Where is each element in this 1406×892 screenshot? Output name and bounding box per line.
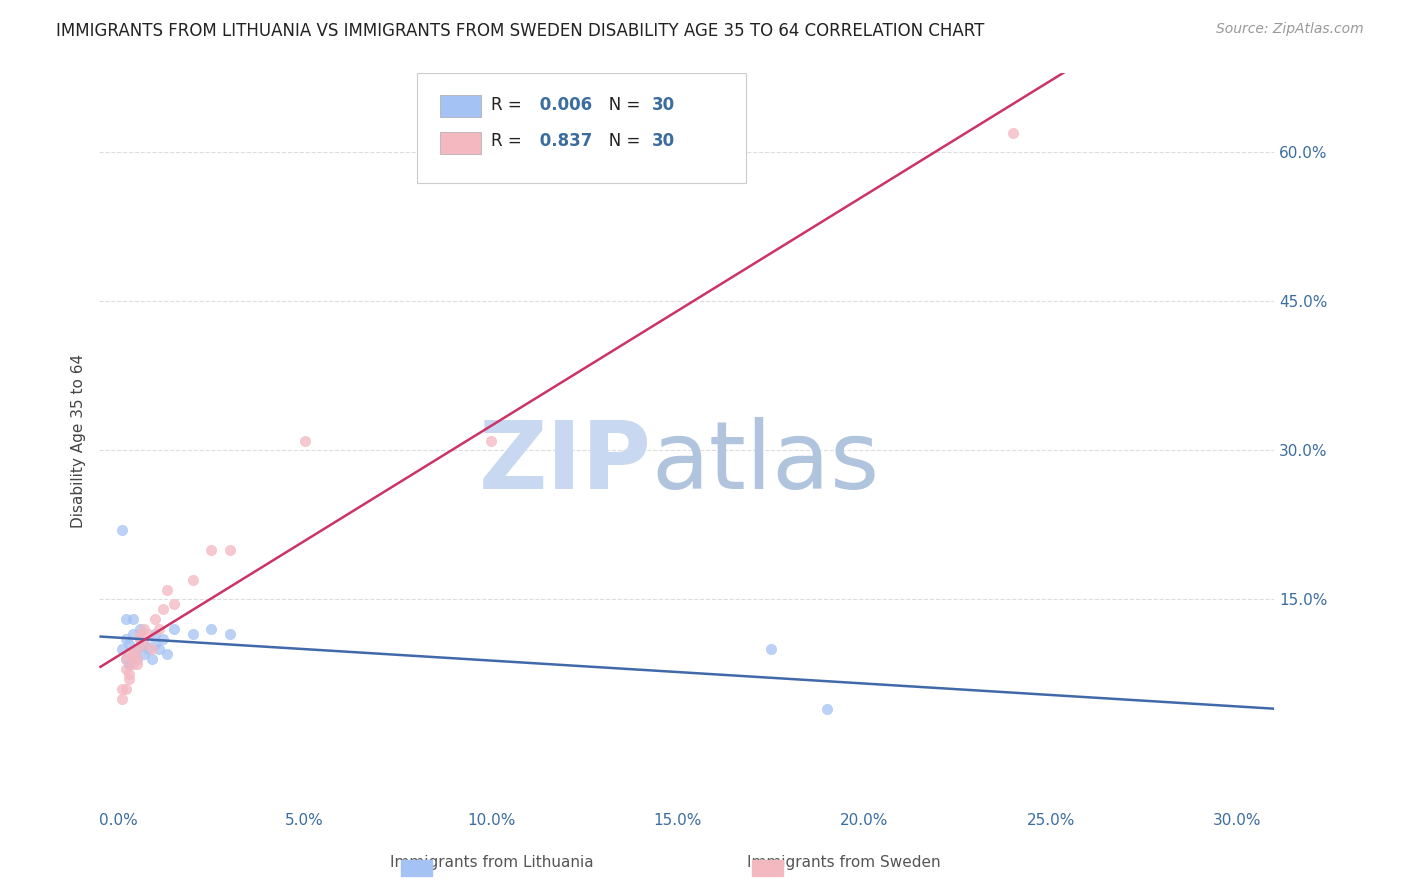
Point bbox=[200, 622, 222, 636]
Text: IMMIGRANTS FROM LITHUANIA VS IMMIGRANTS FROM SWEDEN DISABILITY AGE 35 TO 64 CORR: IMMIGRANTS FROM LITHUANIA VS IMMIGRANTS … bbox=[56, 22, 984, 40]
Point bbox=[125, 657, 148, 671]
Point bbox=[134, 622, 156, 636]
Point bbox=[111, 691, 134, 706]
Point bbox=[152, 632, 174, 647]
FancyBboxPatch shape bbox=[416, 73, 745, 183]
Point bbox=[141, 652, 163, 666]
Point bbox=[219, 542, 242, 557]
Text: Immigrants from Lithuania: Immigrants from Lithuania bbox=[391, 855, 593, 870]
Point bbox=[479, 434, 502, 448]
Point bbox=[118, 667, 141, 681]
Text: R =: R = bbox=[491, 132, 527, 151]
Point bbox=[136, 627, 159, 641]
Point bbox=[122, 647, 145, 661]
Point bbox=[1002, 126, 1025, 140]
Point bbox=[200, 542, 222, 557]
Point bbox=[111, 642, 134, 657]
Point bbox=[114, 632, 136, 647]
Point bbox=[759, 642, 782, 657]
Point bbox=[145, 627, 167, 641]
Point bbox=[122, 627, 145, 641]
Point bbox=[136, 642, 159, 657]
Point bbox=[129, 627, 152, 641]
Point bbox=[125, 642, 148, 657]
Point bbox=[122, 612, 145, 626]
Point bbox=[111, 681, 134, 696]
Point bbox=[145, 637, 167, 651]
Point bbox=[134, 637, 156, 651]
Point bbox=[155, 582, 177, 597]
Point bbox=[134, 637, 156, 651]
Point bbox=[114, 662, 136, 676]
Text: R =: R = bbox=[491, 95, 527, 113]
FancyBboxPatch shape bbox=[440, 95, 481, 117]
Text: 0.837: 0.837 bbox=[534, 132, 592, 151]
Point bbox=[181, 627, 204, 641]
Point bbox=[148, 642, 170, 657]
Point bbox=[145, 612, 167, 626]
Point bbox=[114, 652, 136, 666]
Point bbox=[125, 642, 148, 657]
Point bbox=[122, 647, 145, 661]
Point bbox=[122, 657, 145, 671]
Point bbox=[118, 657, 141, 671]
Point bbox=[815, 702, 838, 716]
Text: Source: ZipAtlas.com: Source: ZipAtlas.com bbox=[1216, 22, 1364, 37]
Point bbox=[129, 632, 152, 647]
Point bbox=[114, 612, 136, 626]
Point bbox=[118, 637, 141, 651]
Point bbox=[111, 523, 134, 537]
Point bbox=[114, 652, 136, 666]
Point bbox=[152, 602, 174, 616]
Text: Immigrants from Sweden: Immigrants from Sweden bbox=[747, 855, 941, 870]
Point bbox=[219, 627, 242, 641]
Text: N =: N = bbox=[593, 132, 645, 151]
Point bbox=[125, 652, 148, 666]
Text: 0.006: 0.006 bbox=[534, 95, 592, 113]
Y-axis label: Disability Age 35 to 64: Disability Age 35 to 64 bbox=[72, 353, 86, 527]
Text: 30: 30 bbox=[651, 95, 675, 113]
Point bbox=[118, 657, 141, 671]
Point bbox=[129, 622, 152, 636]
Point bbox=[118, 647, 141, 661]
Point bbox=[148, 622, 170, 636]
Text: ZIP: ZIP bbox=[479, 417, 651, 508]
Text: 30: 30 bbox=[651, 132, 675, 151]
Point bbox=[181, 573, 204, 587]
Point bbox=[134, 647, 156, 661]
Point bbox=[163, 598, 186, 612]
Point bbox=[141, 642, 163, 657]
Text: atlas: atlas bbox=[651, 417, 880, 508]
Point bbox=[114, 681, 136, 696]
Point bbox=[118, 672, 141, 686]
Point bbox=[294, 434, 316, 448]
Text: N =: N = bbox=[593, 95, 645, 113]
Point bbox=[125, 652, 148, 666]
FancyBboxPatch shape bbox=[440, 132, 481, 153]
Point bbox=[155, 647, 177, 661]
Point bbox=[129, 632, 152, 647]
Point bbox=[163, 622, 186, 636]
